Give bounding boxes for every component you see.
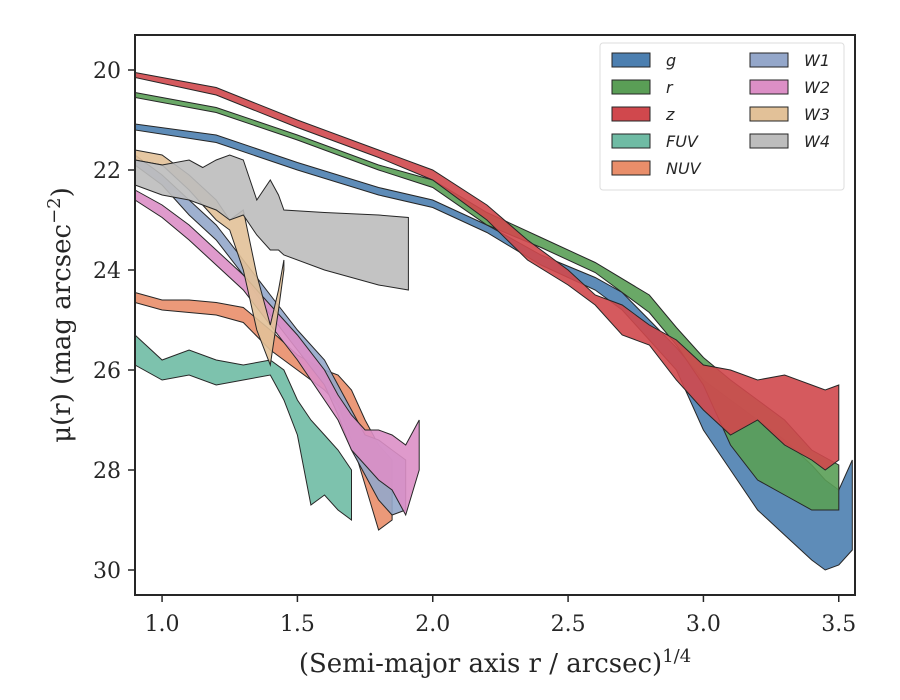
legend-label-w4: W4	[804, 132, 830, 151]
legend-swatch-g	[611, 52, 651, 68]
legend-label-w2: W2	[804, 78, 830, 97]
legend-label-r: r	[666, 78, 674, 97]
legend-swatch-nuv	[611, 160, 651, 176]
legend-swatch-w4	[749, 133, 789, 149]
legend-swatch-w3	[749, 106, 789, 122]
legend-label-fuv: FUV	[666, 132, 699, 151]
x-tick-label: 1.0	[145, 612, 180, 637]
legend-swatch-w1	[749, 52, 789, 68]
series-band-w2	[134, 189, 420, 517]
x-tick-label: 2.5	[551, 612, 586, 637]
legend-label-z: z	[665, 105, 675, 124]
series-layer	[134, 71, 853, 571]
series-band-w4	[134, 154, 409, 291]
y-tick-label: 26	[93, 359, 121, 384]
legend-swatch-fuv	[611, 133, 651, 149]
x-tick-label: 1.5	[280, 612, 315, 637]
legend-label-w1: W1	[804, 51, 830, 70]
axes-frame	[134, 34, 856, 596]
x-tick-label: 3.5	[821, 612, 856, 637]
y-axis-label: μ(r) (mag arcsec−2)	[44, 187, 77, 443]
series-band-g	[134, 123, 853, 571]
y-tick-label: 24	[93, 259, 121, 284]
tick-layer: 1.0 1.5 2.0 2.5 3.0 3.5 20 22 24 26 28 30	[93, 59, 856, 637]
x-tick-label: 3.0	[686, 612, 721, 637]
x-tick-label: 2.0	[415, 612, 450, 637]
y-tick-label: 28	[93, 459, 121, 484]
legend: grz FUV NUV W1 W2 W3 W4	[599, 42, 845, 191]
legend-swatch-w2	[749, 79, 789, 95]
legend-label-nuv: NUV	[666, 159, 702, 178]
x-axis-label: (Semi-major axis r / arcsec)1/4	[299, 646, 691, 679]
y-tick-label: 20	[93, 59, 121, 84]
legend-swatch-r	[611, 79, 651, 95]
y-tick-label: 22	[93, 159, 121, 184]
series-band-fuv	[134, 333, 352, 521]
y-tick-label: 30	[93, 559, 121, 584]
legend-swatch-z	[611, 106, 651, 122]
series-band-z	[134, 71, 840, 471]
legend-label-g: g	[666, 51, 676, 70]
legend-label-w3: W3	[804, 105, 830, 124]
